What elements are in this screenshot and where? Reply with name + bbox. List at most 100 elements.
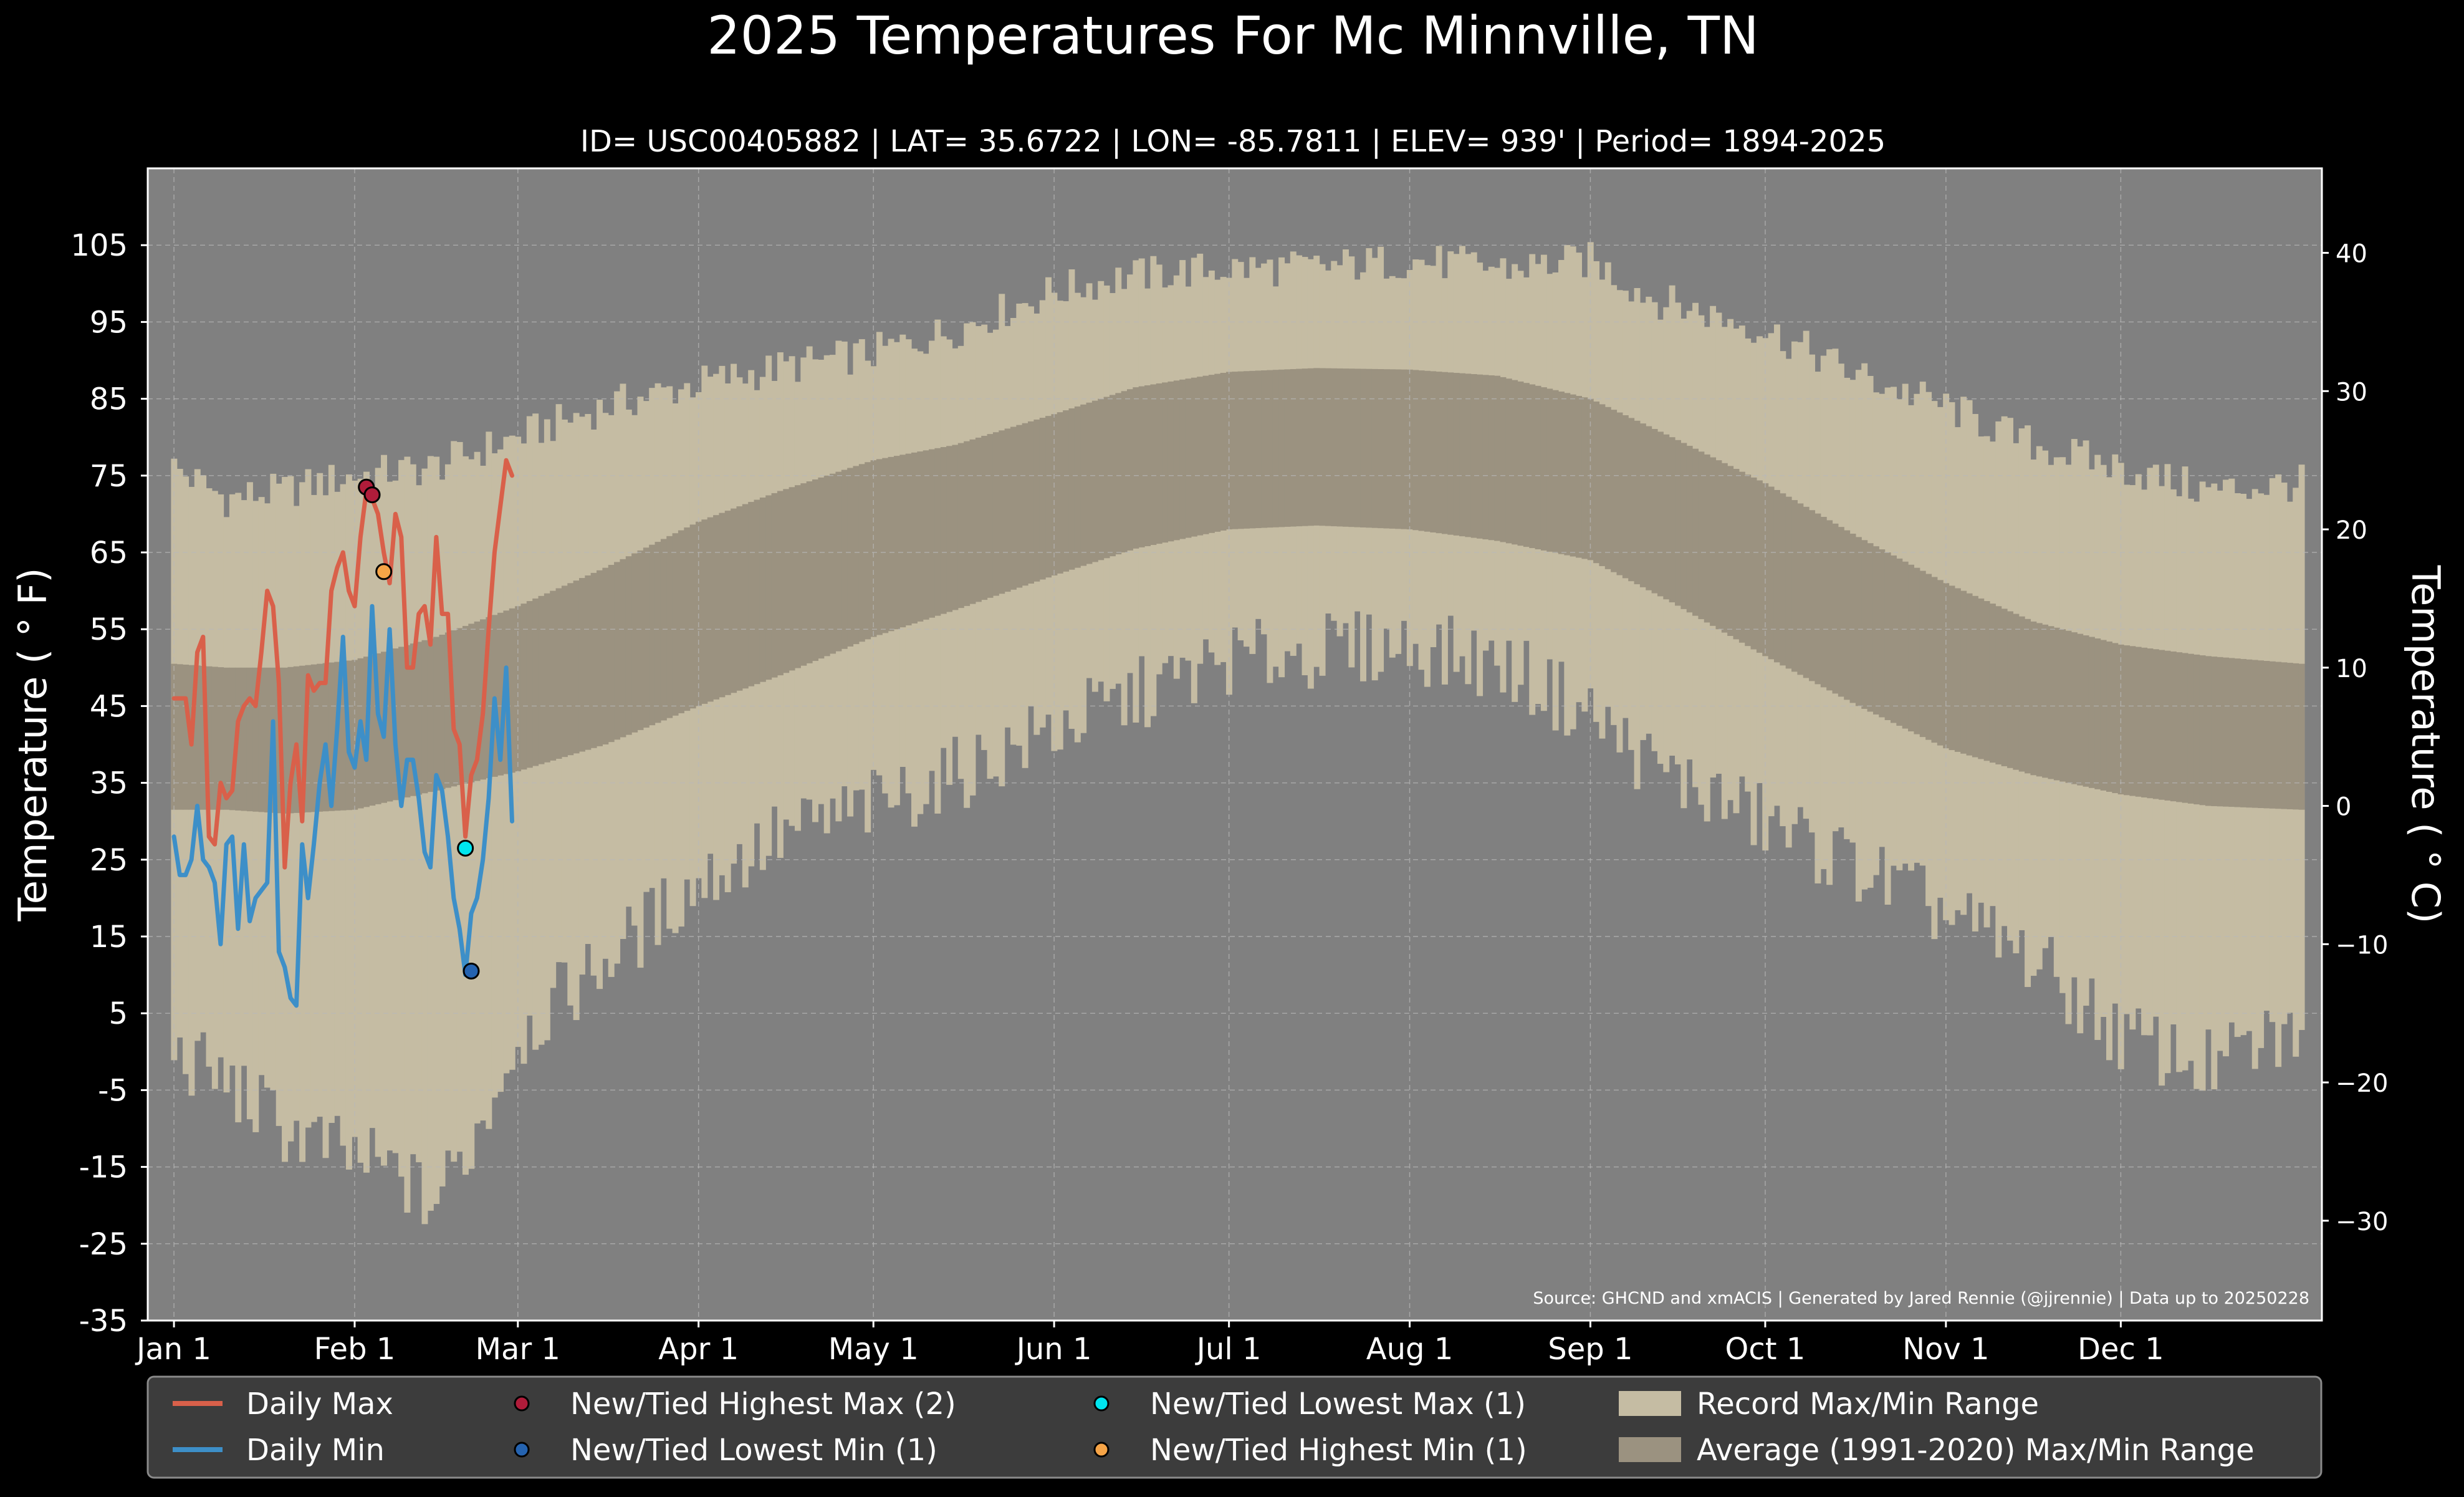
average-range-bar — [1220, 373, 1227, 531]
x-tick-label: Sep 1 — [1548, 1332, 1632, 1367]
average-range-bar — [1908, 564, 1915, 732]
average-range-bar — [1138, 386, 1145, 547]
x-tick-label: Nov 1 — [1902, 1332, 1989, 1367]
average-range-bar — [1680, 443, 1687, 609]
average-range-bar — [2013, 614, 2020, 770]
average-range-bar — [2025, 619, 2031, 774]
legend-label: Record Max/Min Range — [1697, 1387, 2039, 1422]
average-range-bar — [1313, 368, 1320, 526]
average-range-bar — [1838, 527, 1844, 697]
y-tick-label-left: 25 — [90, 843, 128, 878]
average-range-bar — [934, 448, 941, 616]
average-range-bar — [1039, 418, 1046, 580]
record-range-bar — [375, 468, 381, 1157]
record-marker-new-tied-highest-max — [363, 486, 381, 504]
average-range-bar — [2240, 658, 2247, 807]
average-range-bar — [229, 667, 236, 811]
average-range-bar — [1179, 379, 1186, 539]
average-range-bar — [806, 481, 813, 663]
average-range-bar — [1033, 419, 1040, 582]
average-range-bar — [597, 570, 603, 746]
average-range-bar — [1669, 437, 1675, 603]
average-range-bar — [293, 666, 300, 813]
legend-label: New/Tied Highest Max (2) — [570, 1387, 956, 1422]
average-range-bar — [2059, 629, 2066, 782]
average-range-bar — [684, 527, 691, 711]
legend-item: Record Max/Min Range — [1619, 1387, 2039, 1422]
y-tick-label-left: 65 — [90, 536, 128, 570]
average-range-bar — [1721, 463, 1728, 633]
average-range-bar — [1762, 483, 1769, 657]
average-range-bar — [2164, 650, 2171, 801]
average-range-bar — [1121, 391, 1128, 552]
average-range-bar — [404, 645, 411, 797]
average-range-bar — [2234, 658, 2241, 807]
x-tick-label: Mar 1 — [476, 1332, 560, 1367]
record-marker-new-tied-lowest-max — [457, 839, 474, 857]
average-range-bar — [1214, 373, 1221, 532]
average-range-bar — [532, 598, 539, 766]
average-range-bar — [1401, 369, 1407, 529]
average-range-bar — [1675, 440, 1681, 606]
average-range-bar — [2100, 640, 2107, 791]
average-range-bar — [509, 608, 515, 773]
average-range-bar — [1861, 540, 1868, 709]
average-range-bar — [2182, 653, 2188, 803]
average-range-bar — [2286, 663, 2293, 809]
average-range-bar — [183, 665, 189, 810]
average-range-bar — [1966, 593, 1973, 756]
average-range-bar — [672, 533, 679, 716]
y-tick-label-left: 15 — [90, 920, 128, 955]
average-range-bar — [1272, 370, 1279, 527]
average-range-bar — [1162, 382, 1169, 543]
legend-box — [146, 1375, 2323, 1479]
record-range-bar — [392, 480, 399, 1153]
average-range-bar — [1167, 381, 1174, 542]
average-range-bar — [2088, 637, 2095, 788]
chart-title: 2025 Temperatures For Mc Minnville, TN — [707, 5, 1759, 66]
average-range-bar — [2193, 654, 2200, 805]
average-range-bar — [573, 580, 580, 754]
average-range-bar — [497, 612, 504, 776]
y-tick-label-right: 20 — [2336, 516, 2367, 545]
average-range-bar — [823, 475, 830, 657]
average-range-bar — [999, 430, 1005, 594]
plot-area — [148, 168, 2322, 1321]
average-range-bar — [416, 642, 423, 795]
average-range-bar — [1756, 480, 1763, 653]
average-range-bar — [1738, 471, 1745, 643]
average-range-bar — [491, 615, 498, 777]
average-range-bar — [1057, 412, 1063, 574]
record-range-bar — [381, 455, 387, 1166]
plot-frame — [146, 167, 2323, 1322]
average-range-bar — [2065, 630, 2072, 783]
average-range-bar — [2106, 641, 2112, 792]
average-range-bar — [1727, 466, 1734, 636]
legend-item: Daily Max — [173, 1387, 393, 1422]
average-range-bar — [736, 506, 743, 691]
average-range-bar — [818, 477, 825, 659]
average-range-bar — [1424, 370, 1431, 532]
average-range-bar — [1867, 543, 1874, 712]
average-range-bar — [2094, 638, 2101, 789]
average-range-bar — [590, 572, 597, 748]
average-range-bar — [299, 665, 306, 813]
average-range-bar — [1331, 368, 1338, 527]
record-range-bar — [480, 465, 486, 1121]
average-range-bar — [637, 550, 644, 730]
y-tick-label-left: 75 — [90, 459, 128, 494]
average-range-bar — [625, 556, 632, 735]
average-range-bar — [888, 456, 894, 632]
average-range-bar — [515, 606, 522, 772]
average-range-bar — [1546, 388, 1553, 552]
y-tick-label-left: 5 — [108, 996, 128, 1031]
average-range-bar — [433, 637, 440, 791]
average-range-bar — [1646, 426, 1652, 590]
average-range-bar — [444, 632, 451, 788]
average-range-bar — [759, 498, 766, 682]
legend-swatch-dot — [514, 1395, 530, 1412]
average-range-bar — [1896, 558, 1903, 726]
average-range-bar — [1814, 513, 1821, 685]
average-range-bar — [2251, 660, 2258, 808]
average-range-bar — [689, 524, 696, 709]
